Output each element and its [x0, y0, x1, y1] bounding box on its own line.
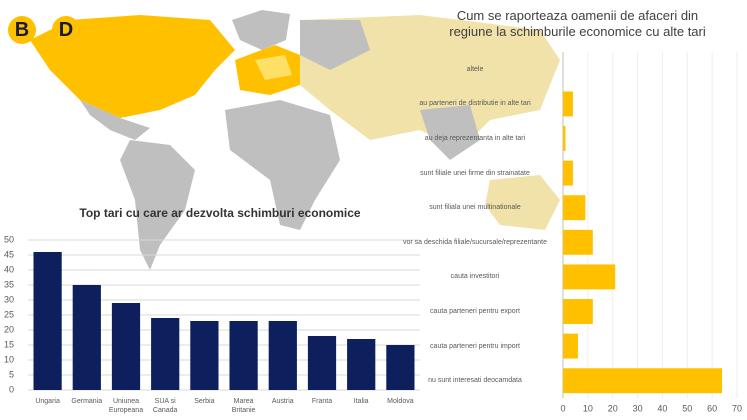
bar [563, 264, 616, 290]
y-tick-label: 35 [4, 279, 14, 289]
y-tick-label: 0 [9, 384, 14, 394]
y-tick-label: 25 [4, 309, 14, 319]
x-tick-label: 30 [633, 403, 643, 413]
y-tick-label: 40 [4, 264, 14, 274]
bar [33, 252, 62, 390]
y-tick-label: 20 [4, 324, 14, 334]
y-tick-label: cauta parteneri pentru import [430, 342, 520, 350]
x-tick-label: Uniunea Europeana [108, 398, 144, 414]
y-tick-label: vor sa deschida filiale/sucursale/reprez… [403, 238, 547, 246]
y-tick-label: nu sunt interesati deocamdata [428, 377, 522, 385]
bar [563, 195, 586, 221]
x-tick-label: Moldova [387, 398, 414, 405]
x-tick-label: SUA si Canada [152, 398, 178, 414]
y-tick-label: au deja reprezentanta in alte tari [424, 135, 526, 142]
bar [72, 285, 101, 390]
bar [386, 345, 415, 390]
y-tick-label: cauta investitori [450, 273, 500, 281]
bar [563, 126, 566, 151]
bar [151, 318, 180, 390]
bar [563, 299, 593, 324]
y-tick-label: au parteneri de distributie in alte tari [419, 100, 531, 108]
bar [347, 339, 376, 390]
bar [307, 336, 337, 390]
x-tick-label: Serbia [194, 398, 215, 405]
y-tick-label: 30 [4, 294, 14, 304]
bar [563, 91, 573, 117]
x-tick-label: 20 [608, 403, 618, 413]
y-tick-label: 10 [4, 354, 14, 364]
logo-letter: D [52, 16, 80, 44]
bar [190, 321, 219, 390]
x-tick-label: 50 [682, 403, 692, 413]
x-tick-label: Ungaria [35, 398, 60, 405]
bar [563, 160, 573, 186]
x-tick-label: Marea Britanie [231, 398, 256, 414]
world-map [30, 10, 560, 270]
x-tick-label: Italia [353, 398, 369, 405]
y-tick-label: 45 [4, 249, 14, 259]
bar [563, 368, 723, 394]
x-tick-label: 70 [732, 403, 742, 413]
x-tick-label: 40 [657, 403, 667, 413]
y-tick-label: sunt filiala unei multinationale [429, 204, 521, 212]
bar [563, 333, 578, 359]
x-tick-label: Germania [71, 398, 103, 405]
bar [268, 321, 297, 390]
chart-title: Top tari cu care ar dezvolta schimburi e… [79, 206, 361, 220]
x-tick-label: 10 [583, 403, 593, 413]
x-tick-label: Franta [311, 398, 333, 405]
bar [229, 321, 258, 390]
x-tick-label: Austria [271, 398, 294, 405]
x-tick-label: 60 [707, 403, 717, 413]
y-tick-label: 5 [9, 369, 14, 379]
y-tick-label: sunt filiale unei firme din strainatate [420, 169, 530, 177]
bar [563, 229, 593, 255]
y-tick-label: 50 [4, 234, 14, 244]
x-tick-label: 0 [560, 403, 565, 413]
y-tick-label: altele [466, 65, 484, 73]
y-tick-label: 15 [4, 339, 14, 349]
bar [111, 303, 141, 390]
y-tick-label: cauta parteneri pentru export [430, 308, 520, 315]
chart-title: Cum se raporteaza oamenii de afaceri din… [449, 8, 706, 39]
logo-letter: B [8, 16, 36, 44]
